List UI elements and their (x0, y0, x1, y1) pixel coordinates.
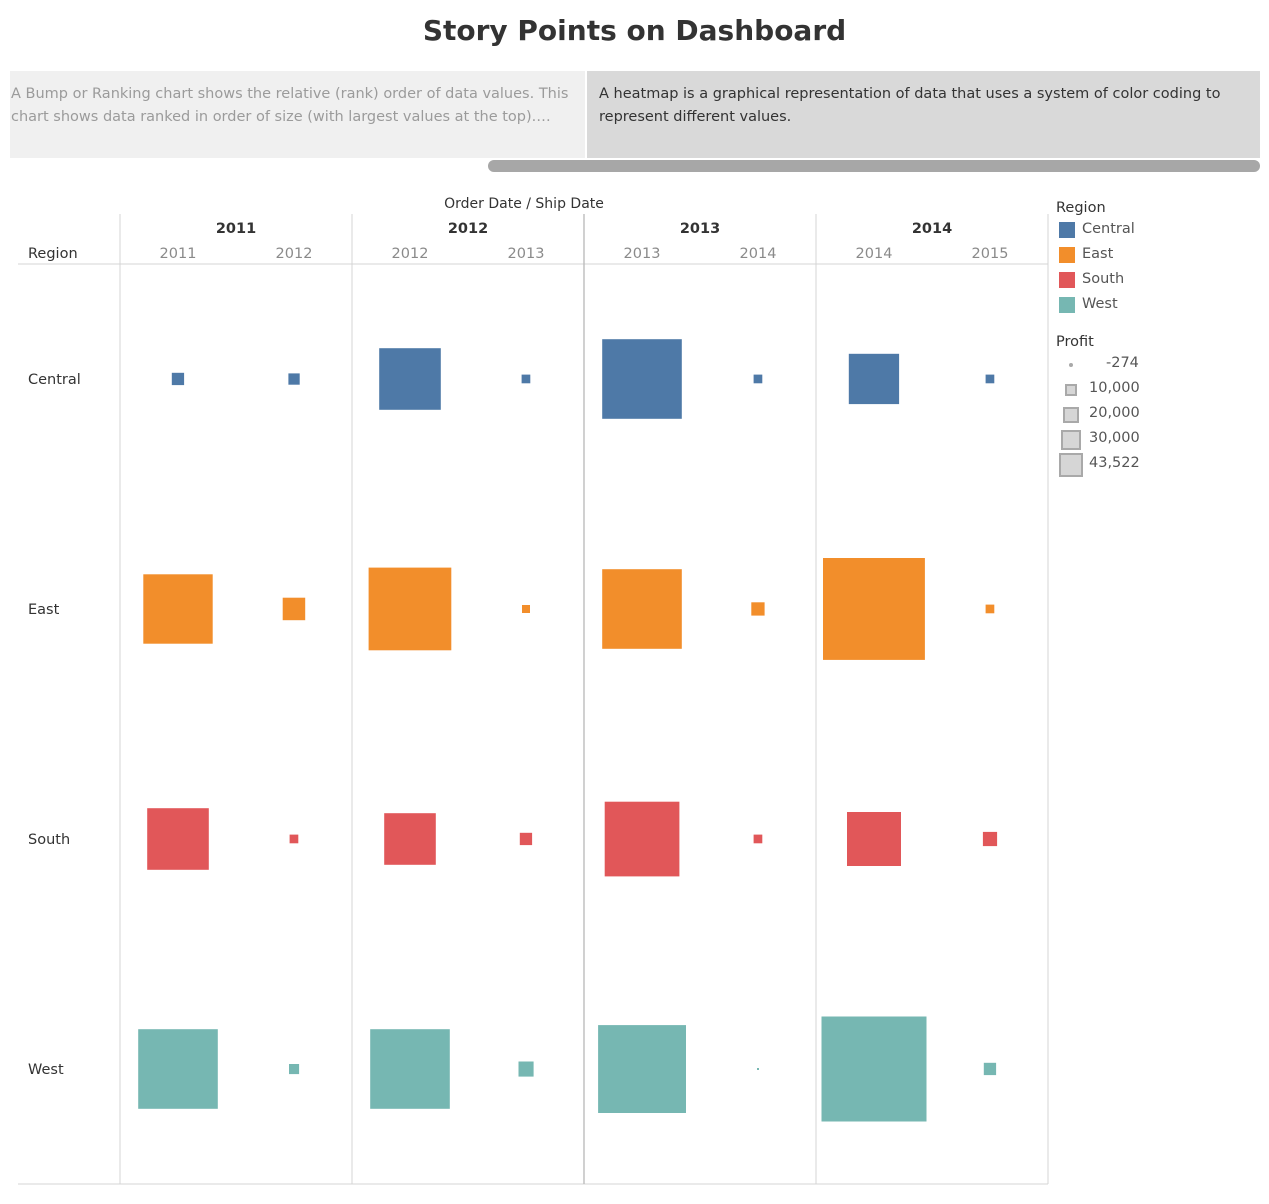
heatmap-mark (983, 1062, 997, 1076)
heatmap-mark (604, 801, 680, 877)
heatmap-mark (384, 813, 436, 865)
size-label: -274 (1106, 355, 1139, 371)
heatmap-mark (598, 1025, 686, 1113)
size-label: 30,000 (1089, 430, 1140, 446)
order-year-header: 2014 (912, 221, 952, 237)
ship-year-header: 2012 (392, 246, 429, 262)
header-title: Order Date / Ship Date (444, 196, 604, 212)
color-legend-title: Region (1056, 200, 1106, 216)
heatmap-mark (519, 832, 533, 846)
ship-year-header: 2013 (508, 246, 545, 262)
heatmap-mark (379, 348, 441, 410)
story-point-caption: A Bump or Ranking chart shows the relati… (11, 86, 569, 125)
chart-marks (138, 339, 998, 1122)
page-title: Story Points on Dashboard (422, 14, 847, 47)
heatmap-mark (289, 834, 299, 844)
story-point-caption: A heatmap is a graphical representation … (599, 86, 1221, 125)
order-year-header: 2012 (448, 221, 488, 237)
size-swatch (1065, 384, 1077, 396)
row-label: South (28, 832, 70, 848)
heatmap-mark (147, 808, 209, 870)
legend-label: East (1082, 246, 1114, 262)
heatmap-mark (821, 1016, 927, 1122)
legend-swatch (1059, 297, 1075, 313)
order-year-header: 2013 (680, 221, 720, 237)
size-swatch (1069, 363, 1073, 367)
heatmap-mark (288, 373, 300, 385)
legend-swatch (1059, 247, 1075, 263)
heatmap-mark (985, 374, 995, 384)
heatmap-mark (521, 374, 531, 384)
row-label: East (28, 602, 60, 618)
heatmap-mark (753, 834, 763, 844)
heatmap-mark (751, 602, 765, 616)
size-swatch (1063, 407, 1079, 423)
row-header-label: Region (28, 246, 78, 262)
ship-year-header: 2014 (740, 246, 777, 262)
heatmap-mark (982, 831, 998, 847)
legend-panel: Region Central East South West Profit -274 1… (1056, 200, 1256, 500)
story-point-bump-chart[interactable]: A Bump or Ranking chart shows the relati… (10, 71, 585, 158)
heatmap-mark (518, 1061, 534, 1077)
ship-year-header: 2011 (160, 246, 197, 262)
heatmap-mark (753, 374, 763, 384)
order-year-header: 2011 (216, 221, 256, 237)
heatmap-mark (848, 353, 900, 405)
heatmap-mark (823, 558, 925, 660)
heatmap-mark (171, 372, 185, 386)
heatmap-mark (143, 574, 213, 644)
legend-swatch (1059, 272, 1075, 288)
heatmap-mark (370, 1029, 450, 1109)
heatmap-mark (985, 604, 995, 614)
ship-year-header: 2012 (276, 246, 313, 262)
ship-year-header: 2013 (624, 246, 661, 262)
heatmap-chart: Order Date / Ship Date Region 2011 2012 2013… (18, 196, 1049, 1185)
heatmap-mark (602, 569, 682, 649)
size-legend-title: Profit (1056, 334, 1094, 350)
heatmap-mark (847, 812, 901, 866)
heatmap-mark (138, 1029, 218, 1109)
heatmap-mark (368, 567, 452, 651)
size-label: 10,000 (1089, 380, 1140, 396)
ship-year-header: 2015 (972, 246, 1009, 262)
row-label: West (28, 1062, 64, 1078)
heatmap-mark (522, 605, 530, 613)
heatmap-mark (289, 1064, 300, 1075)
row-label: Central (28, 372, 81, 388)
heatmap-mark (757, 1068, 759, 1070)
legend-label: Central (1082, 221, 1135, 237)
size-label: 43,522 (1089, 455, 1140, 471)
size-swatch (1059, 453, 1083, 477)
story-navigator-scrollbar-thumb[interactable] (488, 160, 1260, 172)
story-point-heatmap[interactable]: A heatmap is a graphical representation … (587, 71, 1260, 158)
legend-label: West (1082, 296, 1118, 312)
size-label: 20,000 (1089, 405, 1140, 421)
ship-year-header: 2014 (856, 246, 893, 262)
chart-grid (18, 214, 1049, 1185)
heatmap-mark (282, 597, 306, 621)
size-swatch (1061, 430, 1081, 450)
chart-headers: Order Date / Ship Date Region 2011 2012 2013… (28, 196, 1008, 1078)
legend-swatch (1059, 222, 1075, 238)
legend-label: South (1082, 271, 1125, 287)
heatmap-mark (602, 339, 682, 419)
